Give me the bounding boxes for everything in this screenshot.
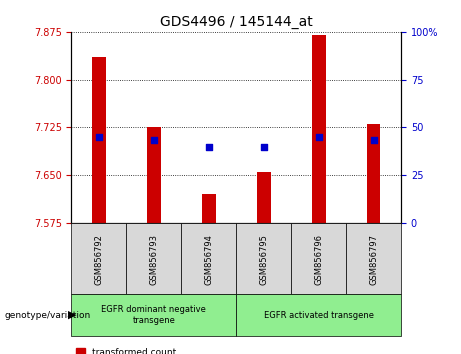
Bar (236, 294, 401, 336)
Bar (312, 35, 325, 223)
Point (95, 134, 103, 140)
Bar (291, 223, 346, 294)
Bar (126, 223, 181, 294)
Legend: transformed count, percentile rank within the sample: transformed count, percentile rank withi… (76, 348, 245, 354)
Bar (367, 124, 380, 223)
Text: GSM856795: GSM856795 (259, 234, 268, 285)
Title: GDS4496 / 145144_at: GDS4496 / 145144_at (160, 16, 313, 29)
Bar (346, 223, 401, 294)
Bar (147, 127, 161, 223)
Bar (236, 223, 291, 294)
Bar (257, 172, 271, 223)
Point (315, 134, 322, 140)
Bar (71, 223, 126, 294)
Text: GSM856794: GSM856794 (204, 234, 213, 285)
Text: GSM856796: GSM856796 (314, 234, 323, 285)
Point (370, 137, 377, 143)
Point (205, 144, 213, 149)
Text: GSM856792: GSM856792 (95, 234, 103, 285)
Bar (71, 294, 236, 336)
Bar (92, 57, 106, 223)
Text: ▶: ▶ (68, 310, 77, 320)
Text: genotype/variation: genotype/variation (5, 310, 91, 320)
Text: GSM856797: GSM856797 (369, 234, 378, 285)
Bar (202, 194, 216, 223)
Bar (181, 223, 236, 294)
Text: GSM856793: GSM856793 (149, 234, 159, 285)
Point (260, 144, 267, 149)
Text: EGFR activated transgene: EGFR activated transgene (264, 310, 374, 320)
Point (150, 137, 158, 143)
Text: EGFR dominant negative
transgene: EGFR dominant negative transgene (101, 306, 206, 325)
